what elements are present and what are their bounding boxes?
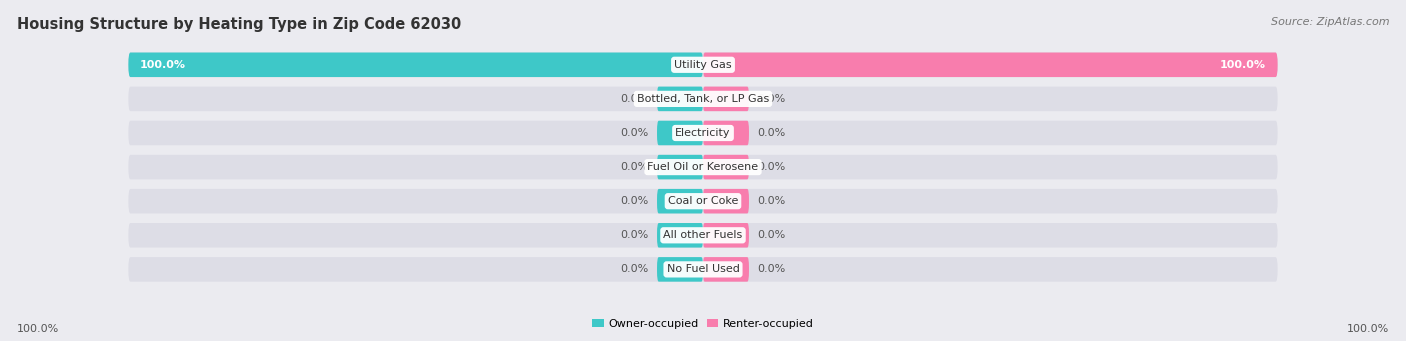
- FancyBboxPatch shape: [128, 121, 1278, 145]
- Text: 100.0%: 100.0%: [1347, 324, 1389, 334]
- FancyBboxPatch shape: [128, 223, 1278, 248]
- Text: 100.0%: 100.0%: [139, 60, 186, 70]
- FancyBboxPatch shape: [703, 257, 749, 282]
- Text: Housing Structure by Heating Type in Zip Code 62030: Housing Structure by Heating Type in Zip…: [17, 17, 461, 32]
- Text: Source: ZipAtlas.com: Source: ZipAtlas.com: [1271, 17, 1389, 27]
- Text: 0.0%: 0.0%: [620, 128, 648, 138]
- Text: All other Fuels: All other Fuels: [664, 230, 742, 240]
- Text: 0.0%: 0.0%: [620, 230, 648, 240]
- Text: 0.0%: 0.0%: [758, 264, 786, 275]
- Text: Fuel Oil or Kerosene: Fuel Oil or Kerosene: [647, 162, 759, 172]
- Text: 0.0%: 0.0%: [758, 196, 786, 206]
- FancyBboxPatch shape: [657, 223, 703, 248]
- Text: 0.0%: 0.0%: [758, 128, 786, 138]
- FancyBboxPatch shape: [657, 155, 703, 179]
- FancyBboxPatch shape: [703, 155, 749, 179]
- FancyBboxPatch shape: [657, 189, 703, 213]
- FancyBboxPatch shape: [703, 121, 749, 145]
- Text: 0.0%: 0.0%: [620, 196, 648, 206]
- FancyBboxPatch shape: [703, 53, 1278, 77]
- FancyBboxPatch shape: [128, 155, 1278, 179]
- FancyBboxPatch shape: [128, 53, 703, 77]
- Text: 100.0%: 100.0%: [1220, 60, 1267, 70]
- Text: Coal or Coke: Coal or Coke: [668, 196, 738, 206]
- FancyBboxPatch shape: [128, 53, 1278, 77]
- FancyBboxPatch shape: [657, 87, 703, 111]
- Text: Electricity: Electricity: [675, 128, 731, 138]
- FancyBboxPatch shape: [128, 87, 1278, 111]
- FancyBboxPatch shape: [128, 257, 1278, 282]
- Text: 100.0%: 100.0%: [17, 324, 59, 334]
- Text: 0.0%: 0.0%: [620, 264, 648, 275]
- Text: 0.0%: 0.0%: [620, 94, 648, 104]
- Text: No Fuel Used: No Fuel Used: [666, 264, 740, 275]
- Text: Bottled, Tank, or LP Gas: Bottled, Tank, or LP Gas: [637, 94, 769, 104]
- Text: Utility Gas: Utility Gas: [675, 60, 731, 70]
- FancyBboxPatch shape: [703, 223, 749, 248]
- FancyBboxPatch shape: [128, 189, 1278, 213]
- FancyBboxPatch shape: [703, 189, 749, 213]
- Text: 0.0%: 0.0%: [758, 94, 786, 104]
- Text: 0.0%: 0.0%: [758, 162, 786, 172]
- FancyBboxPatch shape: [657, 121, 703, 145]
- Text: 0.0%: 0.0%: [758, 230, 786, 240]
- FancyBboxPatch shape: [657, 257, 703, 282]
- Legend: Owner-occupied, Renter-occupied: Owner-occupied, Renter-occupied: [588, 314, 818, 333]
- Text: 0.0%: 0.0%: [620, 162, 648, 172]
- FancyBboxPatch shape: [703, 87, 749, 111]
